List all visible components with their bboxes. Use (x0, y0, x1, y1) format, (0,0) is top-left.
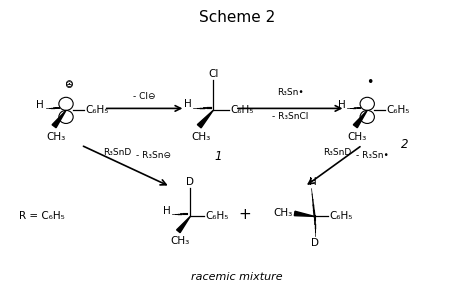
Ellipse shape (59, 97, 73, 110)
Polygon shape (294, 211, 315, 217)
Text: - R₃Sn⊖: - R₃Sn⊖ (136, 152, 171, 160)
Text: R₃SnD: R₃SnD (323, 148, 352, 156)
Text: CH₃: CH₃ (273, 208, 292, 218)
Text: CH₃: CH₃ (347, 132, 367, 142)
Text: Cl: Cl (208, 69, 219, 79)
Text: H: H (309, 177, 317, 187)
Text: - R₃Sn•: - R₃Sn• (356, 152, 389, 160)
Ellipse shape (59, 110, 73, 124)
Text: - R₃SnCl: - R₃SnCl (272, 112, 309, 121)
Polygon shape (52, 110, 66, 128)
Text: H: H (163, 206, 170, 217)
Text: CH₃: CH₃ (191, 132, 211, 142)
Text: +: + (238, 207, 251, 222)
Text: ⊖: ⊖ (64, 80, 73, 90)
Text: CH₃: CH₃ (171, 236, 190, 246)
Text: R = C₆H₅: R = C₆H₅ (19, 211, 65, 221)
Ellipse shape (360, 110, 374, 124)
Text: D: D (186, 177, 194, 187)
Text: D: D (310, 238, 319, 248)
Ellipse shape (360, 97, 374, 110)
Polygon shape (177, 217, 190, 233)
Text: C₆H₅: C₆H₅ (85, 106, 108, 115)
Polygon shape (353, 110, 367, 128)
Text: R₃SnD: R₃SnD (103, 148, 131, 156)
Polygon shape (197, 110, 213, 128)
Text: C₆H₅: C₆H₅ (329, 211, 353, 221)
Text: - Cl⊖: - Cl⊖ (133, 92, 156, 102)
Text: C₆H₅: C₆H₅ (205, 211, 228, 221)
Text: H: H (36, 100, 44, 110)
Text: C₆H₅: C₆H₅ (230, 106, 254, 115)
Text: 2: 2 (401, 138, 409, 151)
Text: •: • (366, 76, 374, 88)
Text: 1: 1 (214, 150, 222, 163)
Text: R₃Sn•: R₃Sn• (277, 88, 303, 96)
Text: H: H (183, 99, 191, 109)
Text: CH₃: CH₃ (46, 132, 66, 142)
Text: C₆H₅: C₆H₅ (386, 106, 410, 115)
Text: Scheme 2: Scheme 2 (199, 10, 275, 25)
Text: H: H (337, 100, 346, 110)
Text: racemic mixture: racemic mixture (191, 272, 283, 282)
Text: ⊙: ⊙ (64, 79, 73, 88)
